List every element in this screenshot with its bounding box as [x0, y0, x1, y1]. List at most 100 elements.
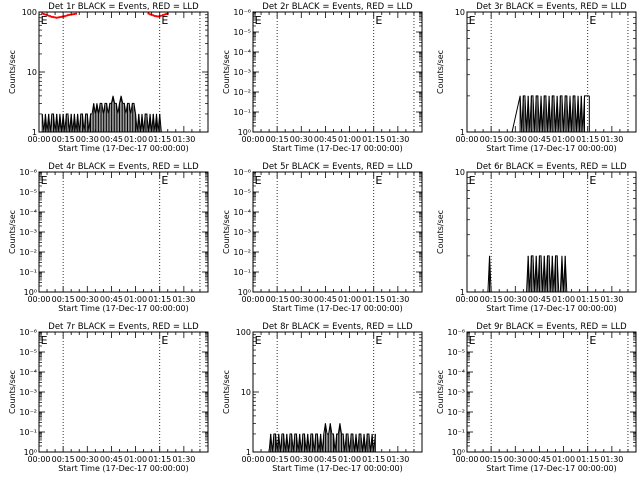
y-tick-label: 10⁻⁴	[233, 208, 251, 217]
y-axis-label: Counts/sec	[222, 210, 231, 254]
y-tick-label: 10⁻⁴	[19, 208, 37, 217]
x-tick-label: 00:30	[76, 455, 99, 464]
x-tick-label: 01:30	[386, 295, 409, 304]
y-axis-label: Counts/sec	[8, 210, 17, 254]
plot-frame	[252, 171, 423, 293]
x-tick-label: 00:45	[314, 455, 337, 464]
x-tick-label: 00:15	[52, 135, 75, 144]
x-tick-label: 00:00	[241, 455, 264, 464]
y-tick-label: 10⁻¹	[19, 428, 37, 437]
x-tick-label: 01:15	[148, 455, 171, 464]
y-tick-label: 1	[460, 128, 465, 137]
y-axis-label: Counts/sec	[436, 370, 445, 414]
x-tick-label: 00:15	[266, 455, 289, 464]
events-series-line	[41, 95, 162, 133]
x-tick-label: 01:30	[386, 455, 409, 464]
y-tick-label: 10⁻¹	[447, 428, 465, 437]
y-tick-label: 10⁻⁶	[233, 8, 251, 17]
plot-frame	[38, 331, 209, 453]
chart-title: Det 9r BLACK = Events, RED = LLD	[476, 322, 627, 332]
y-tick-label: 10⁻²	[233, 248, 251, 257]
x-tick-label: 00:30	[290, 135, 313, 144]
e-marker: E	[375, 14, 382, 27]
e-marker: E	[589, 174, 596, 187]
y-tick-label: 10⁻⁵	[19, 188, 37, 197]
x-tick-label: 00:15	[480, 135, 503, 144]
plot-frame	[466, 331, 637, 453]
chart-title: Det 3r BLACK = Events, RED = LLD	[476, 2, 627, 12]
y-tick-label: 10⁻²	[447, 408, 465, 417]
y-tick-label: 10⁻³	[447, 388, 465, 397]
y-tick-label: 10	[241, 388, 251, 397]
y-tick-label: 10⁻⁵	[447, 348, 465, 357]
y-tick-label: 100	[236, 328, 251, 337]
x-tick-label: 01:15	[148, 295, 171, 304]
x-tick-label: 00:45	[528, 135, 551, 144]
x-axis-label: Start Time (17-Dec-17 00:00:00)	[272, 304, 403, 313]
e-marker: E	[161, 174, 168, 187]
x-tick-label: 00:45	[100, 135, 123, 144]
x-axis-label: Start Time (17-Dec-17 00:00:00)	[486, 144, 617, 153]
chart-title: Det 1r BLACK = Events, RED = LLD	[48, 2, 199, 12]
x-tick-label: 00:30	[504, 135, 527, 144]
y-tick-label: 10⁻⁴	[233, 48, 251, 57]
plot-frame	[466, 11, 637, 133]
x-tick-label: 00:45	[528, 455, 551, 464]
x-tick-label: 01:15	[576, 295, 599, 304]
plot-frame	[38, 171, 209, 293]
x-axis-label: Start Time (17-Dec-17 00:00:00)	[272, 144, 403, 153]
y-tick-label: 10⁻²	[19, 248, 37, 257]
y-tick-label: 10⁻³	[19, 388, 37, 397]
y-tick-label: 10⁰	[24, 448, 37, 457]
x-tick-label: 00:45	[100, 455, 123, 464]
x-tick-label: 01:00	[552, 135, 575, 144]
x-tick-label: 01:00	[124, 455, 147, 464]
chart-title: Det 7r BLACK = Events, RED = LLD	[48, 322, 199, 332]
y-tick-label: 10⁻¹	[19, 268, 37, 277]
y-axis-label: Counts/sec	[8, 370, 17, 414]
x-axis-label: Start Time (17-Dec-17 00:00:00)	[272, 464, 403, 473]
x-axis-label: Start Time (17-Dec-17 00:00:00)	[58, 304, 189, 313]
y-tick-label: 10⁻⁶	[233, 168, 251, 177]
x-tick-label: 00:15	[266, 295, 289, 304]
y-tick-label: 10⁰	[452, 448, 465, 457]
lld-point	[74, 12, 78, 15]
y-tick-label: 10⁻⁵	[19, 348, 37, 357]
x-tick-label: 00:00	[27, 135, 50, 144]
e-marker: E	[255, 334, 262, 347]
x-tick-label: 00:30	[76, 135, 99, 144]
e-marker: E	[161, 334, 168, 347]
x-tick-label: 00:00	[455, 135, 478, 144]
x-tick-label: 00:45	[314, 295, 337, 304]
y-tick-label: 10⁰	[238, 128, 251, 137]
x-tick-label: 01:15	[148, 135, 171, 144]
y-tick-label: 10	[27, 68, 37, 77]
x-tick-label: 00:00	[241, 295, 264, 304]
x-tick-label: 01:30	[600, 455, 623, 464]
chart-title: Det 4r BLACK = Events, RED = LLD	[48, 162, 199, 172]
x-axis-label: Start Time (17-Dec-17 00:00:00)	[58, 144, 189, 153]
plot-frame	[38, 11, 209, 133]
e-marker: E	[255, 14, 262, 27]
y-tick-label: 10⁻¹	[233, 108, 251, 117]
x-tick-label: 00:15	[266, 135, 289, 144]
e-marker: E	[375, 174, 382, 187]
y-axis-label: Counts/sec	[436, 210, 445, 254]
x-tick-label: 00:00	[27, 455, 50, 464]
y-tick-label: 10⁻⁶	[19, 168, 37, 177]
y-tick-label: 10⁻³	[19, 228, 37, 237]
x-tick-label: 00:00	[27, 295, 50, 304]
y-tick-label: 100	[22, 8, 37, 17]
chart-title: Det 2r BLACK = Events, RED = LLD	[262, 2, 413, 12]
chart-title: Det 8r BLACK = Events, RED = LLD	[262, 322, 413, 332]
x-tick-label: 01:15	[576, 135, 599, 144]
